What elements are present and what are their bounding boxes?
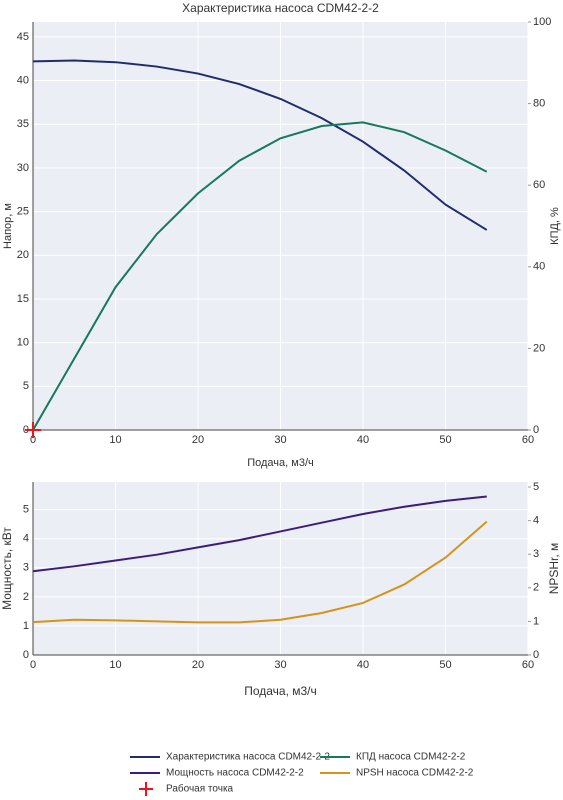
y-tick-label: 10 [17,337,29,349]
x-tick-label: 20 [192,434,204,446]
y2-tick-label: 80 [533,98,545,110]
y2-tick-label: 20 [533,342,545,354]
y2-tick-label: 3 [533,548,539,560]
y-tick-label: 0 [23,649,29,661]
y-tick-label: 5 [23,380,29,392]
y-tick-label: 3 [23,562,29,574]
x-tick-label: 0 [30,434,36,446]
y-tick-label: 5 [23,504,29,516]
x-tick-label: 60 [522,659,534,671]
x-tick-label: 30 [274,659,286,671]
y2-axis-title: NPSHr, м [547,543,561,595]
series-line [32,495,487,573]
x-tick-label: 40 [357,434,369,446]
y2-tick-label: 60 [533,179,545,191]
y-tick-label: 40 [17,74,29,86]
series-line [32,121,488,431]
x-tick-label: 10 [109,659,121,671]
legend-label: Мощность насоса CDM42-2-2 [166,768,304,779]
legend-label: Характеристика насоса CDM42-2-2 [166,752,330,763]
y-tick-label: 25 [17,205,29,217]
y-tick-label: 2 [23,591,29,603]
y-axis-title: Напор, м [2,203,14,249]
y2-axis-title: КПД, % [549,207,561,245]
series-line [32,59,488,231]
y2-tick-label: 1 [533,615,539,627]
legend-label: NPSH насоса CDM42-2-2 [356,768,474,779]
x-tick-label: 10 [109,434,121,446]
legend-label: КПД насоса CDM42-2-2 [356,752,466,763]
y-tick-label: 45 [17,31,29,43]
x-tick-label: 60 [522,434,534,446]
y-tick-label: 30 [17,162,29,174]
y2-tick-label: 4 [533,515,539,527]
y-tick-label: 15 [17,293,29,305]
x-tick-label: 50 [439,659,451,671]
x-axis-title: Подача, м3/ч [244,684,317,698]
y-tick-label: 1 [23,620,29,632]
y2-tick-label: 5 [533,481,539,493]
y-tick-label: 20 [17,249,29,261]
y2-tick-label: 0 [533,424,539,436]
x-tick-label: 0 [30,659,36,671]
y2-tick-label: 100 [533,16,551,28]
operating-point [25,422,41,438]
x-axis-title: Подача, м3/ч [247,457,314,469]
series-line [32,520,488,624]
y2-tick-label: 2 [533,582,539,594]
y-axis-title: Мощность, кВт [0,527,14,610]
y2-tick-label: 40 [533,261,545,273]
y-tick-label: 4 [23,533,29,545]
x-tick-label: 20 [192,659,204,671]
y2-tick-label: 0 [533,649,539,661]
x-tick-label: 50 [439,434,451,446]
chart-title: Характеристика насоса CDM42-2-2 [182,1,379,15]
legend-label: Рабочая точка [166,783,234,795]
x-tick-label: 40 [357,659,369,671]
y-tick-label: 35 [17,118,29,130]
legend-symbol [139,782,153,796]
x-tick-label: 30 [274,434,286,446]
